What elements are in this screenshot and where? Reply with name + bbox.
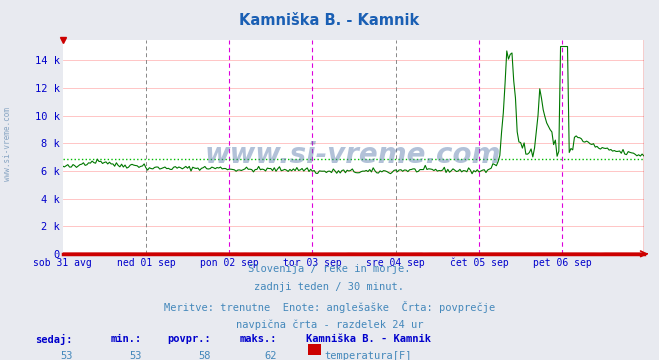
Text: Meritve: trenutne  Enote: anglešaške  Črta: povprečje: Meritve: trenutne Enote: anglešaške Črta… bbox=[164, 301, 495, 313]
Text: www.si-vreme.com: www.si-vreme.com bbox=[3, 107, 13, 181]
Text: Kamniška B. - Kamnik: Kamniška B. - Kamnik bbox=[306, 334, 432, 344]
Text: povpr.:: povpr.: bbox=[167, 334, 211, 344]
Text: www.si-vreme.com: www.si-vreme.com bbox=[205, 141, 501, 169]
Text: Kamniška B. - Kamnik: Kamniška B. - Kamnik bbox=[239, 13, 420, 28]
Text: navpična črta - razdelek 24 ur: navpična črta - razdelek 24 ur bbox=[236, 320, 423, 330]
Text: sedaj:: sedaj: bbox=[35, 334, 72, 345]
Text: temperatura[F]: temperatura[F] bbox=[325, 351, 413, 360]
Text: Slovenija / reke in morje.: Slovenija / reke in morje. bbox=[248, 264, 411, 274]
Text: 62: 62 bbox=[264, 351, 277, 360]
Text: min.:: min.: bbox=[111, 334, 142, 344]
Text: zadnji teden / 30 minut.: zadnji teden / 30 minut. bbox=[254, 282, 405, 292]
Text: 58: 58 bbox=[198, 351, 211, 360]
Text: 53: 53 bbox=[60, 351, 72, 360]
Text: maks.:: maks.: bbox=[239, 334, 277, 344]
Text: 53: 53 bbox=[129, 351, 142, 360]
